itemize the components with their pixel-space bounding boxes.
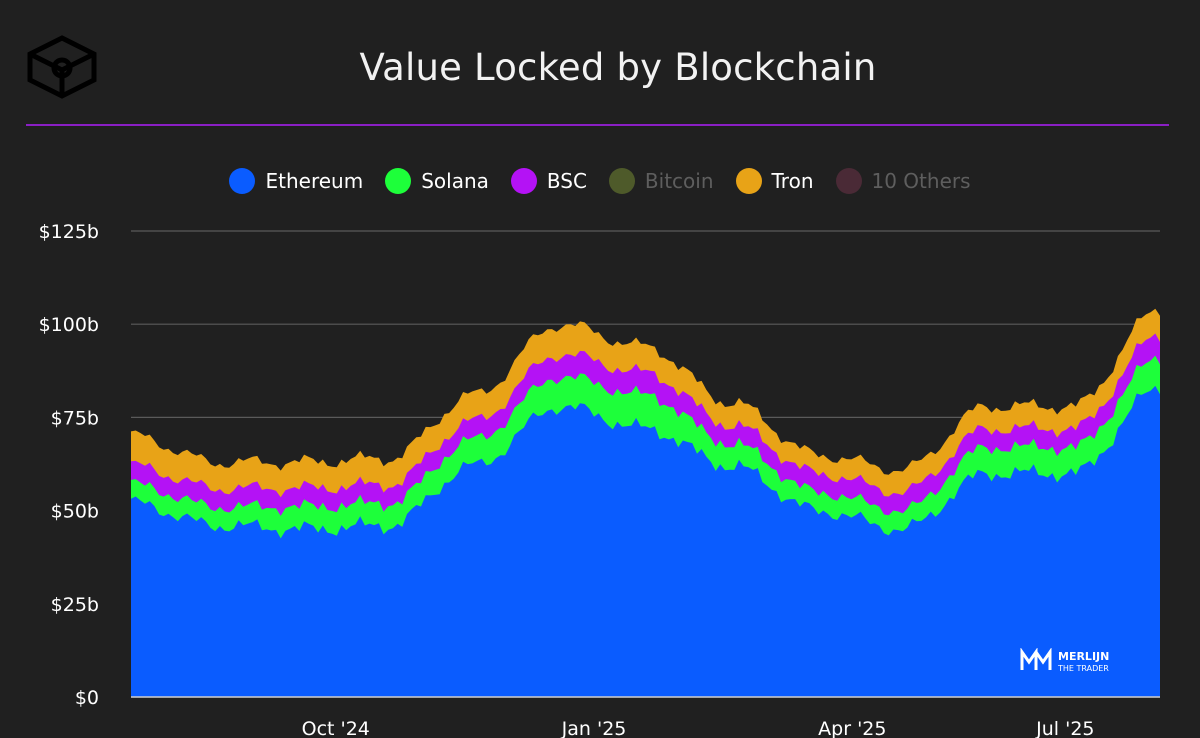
watermark-line2: THE TRADER [1057,664,1109,673]
merlijn-watermark: MERLIJN THE TRADER [1020,648,1109,673]
x-tick-label: Jul '25 [1035,718,1094,738]
y-tick-label: $50b [51,501,99,523]
title-divider [26,124,1169,126]
legend-dot-icon [735,168,762,194]
y-tick-label: $75b [51,407,99,429]
legend-label: Ethereum [265,169,364,193]
legend-label: Bitcoin [644,169,714,193]
x-tick-label: Apr '25 [818,718,886,738]
legend-dot-icon [385,168,412,194]
chart-title: Value Locked by Blockchain [359,46,877,89]
legend-label: Tron [771,169,814,193]
y-tick-label: $125b [39,221,99,243]
area-series-ethereum [131,385,1160,697]
legend-item-ethereum[interactable]: Ethereum [229,168,363,194]
y-tick-label: $100b [39,314,99,336]
legend-label: 10 Others [871,169,971,193]
watermark-logo-icon [1020,648,1052,670]
x-tick-label: Oct '24 [302,718,370,738]
legend-label: BSC [546,169,587,193]
legend-item-bitcoin[interactable]: Bitcoin [608,168,714,194]
legend-label: Solana [421,169,489,193]
legend-dot-icon [608,168,635,194]
legend-item-solana[interactable]: Solana [385,168,489,194]
watermark-line1: MERLIJN [1058,650,1109,663]
legend-item-bsc[interactable]: BSC [510,168,587,194]
legend-dot-icon [510,168,537,194]
legend-item-10-others[interactable]: 10 Others [835,168,971,194]
y-tick-label: $0 [75,687,99,709]
x-tick-label: Jan '25 [561,718,627,738]
legend-dot-icon [229,168,256,194]
y-tick-label: $25b [51,594,99,616]
legend-item-tron[interactable]: Tron [735,168,814,194]
cube-logo-icon [27,35,97,99]
legend-dot-icon [835,168,862,194]
chart-legend: Ethereum Solana BSC Bitcoin Tron 10 Others [0,168,1200,194]
